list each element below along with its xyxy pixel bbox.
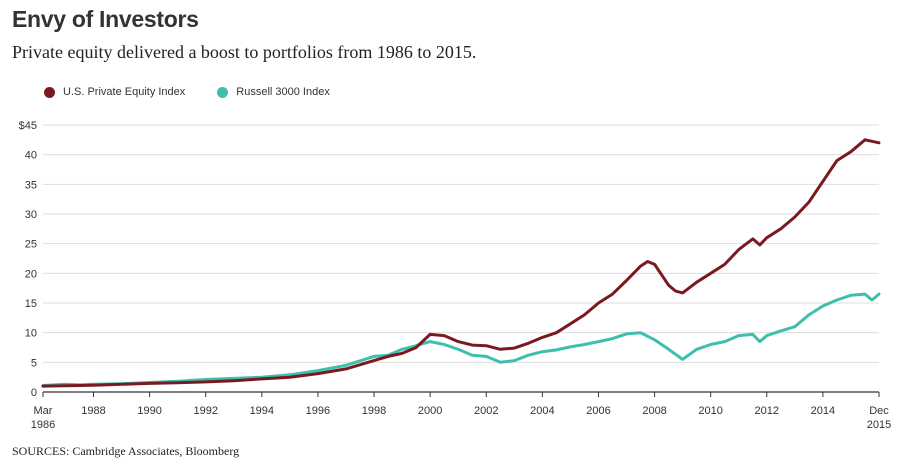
series-line-private-equity (41, 138, 881, 388)
series-line-russell-3000 (41, 292, 881, 387)
x-tick-label-year: 1986 (31, 419, 55, 431)
x-tick-label: 2012 (755, 405, 779, 417)
gridlines (43, 124, 879, 393)
legend-item-pe: U.S. Private Equity Index (44, 86, 185, 98)
x-tick-label: 1994 (250, 405, 274, 417)
legend: U.S. Private Equity Index Russell 3000 I… (44, 86, 362, 98)
x-tick-label: 1992 (193, 405, 217, 417)
y-tick-label: $45 (19, 120, 37, 132)
x-tick-label: Dec (869, 405, 889, 417)
series-lines (41, 138, 881, 388)
y-axis-ticks: 0 5 10 15 20 25 30 35 40 $45 (19, 120, 37, 399)
x-tick-label: 2002 (474, 405, 498, 417)
chart-title: Envy of Investors (12, 6, 199, 32)
x-tick-label: 2014 (811, 405, 835, 417)
x-tick-label: 2000 (418, 405, 442, 417)
source-note: SOURCES: Cambridge Associates, Bloomberg (12, 444, 240, 458)
x-axis-ticks: Mar 1986 1988 1990 1992 1994 1996 1998 2000 2002 2… (31, 392, 891, 431)
legend-item-russell: Russell 3000 Index (217, 86, 330, 98)
legend-swatch-pe (44, 86, 55, 98)
x-tick-label: 2010 (698, 405, 722, 417)
x-tick-label-year: 2015 (867, 419, 891, 431)
y-tick-label: 30 (25, 209, 37, 221)
x-tick-label: 1988 (81, 405, 105, 417)
y-tick-label: 40 (25, 150, 37, 162)
legend-label-pe: U.S. Private Equity Index (63, 86, 186, 98)
legend-swatch-russell (217, 86, 229, 98)
y-tick-label: 10 (25, 328, 37, 340)
x-tick-label: Mar (34, 405, 53, 417)
legend-label-russell: Russell 3000 Index (236, 86, 330, 98)
x-tick-label: 2004 (530, 405, 554, 417)
x-tick-label: 1990 (137, 405, 161, 417)
y-tick-label: 15 (25, 298, 37, 310)
y-tick-label: 5 (31, 357, 37, 369)
x-tick-label: 2006 (586, 405, 610, 417)
y-tick-label: 0 (31, 387, 37, 399)
x-tick-label: 1998 (362, 405, 386, 417)
x-tick-label: 2008 (642, 405, 666, 417)
y-tick-label: 35 (25, 179, 37, 191)
chart-subtitle: Private equity delivered a boost to port… (12, 42, 477, 62)
y-tick-label: 20 (25, 268, 37, 280)
x-tick-label: 1996 (306, 405, 330, 417)
y-tick-label: 25 (25, 239, 37, 251)
